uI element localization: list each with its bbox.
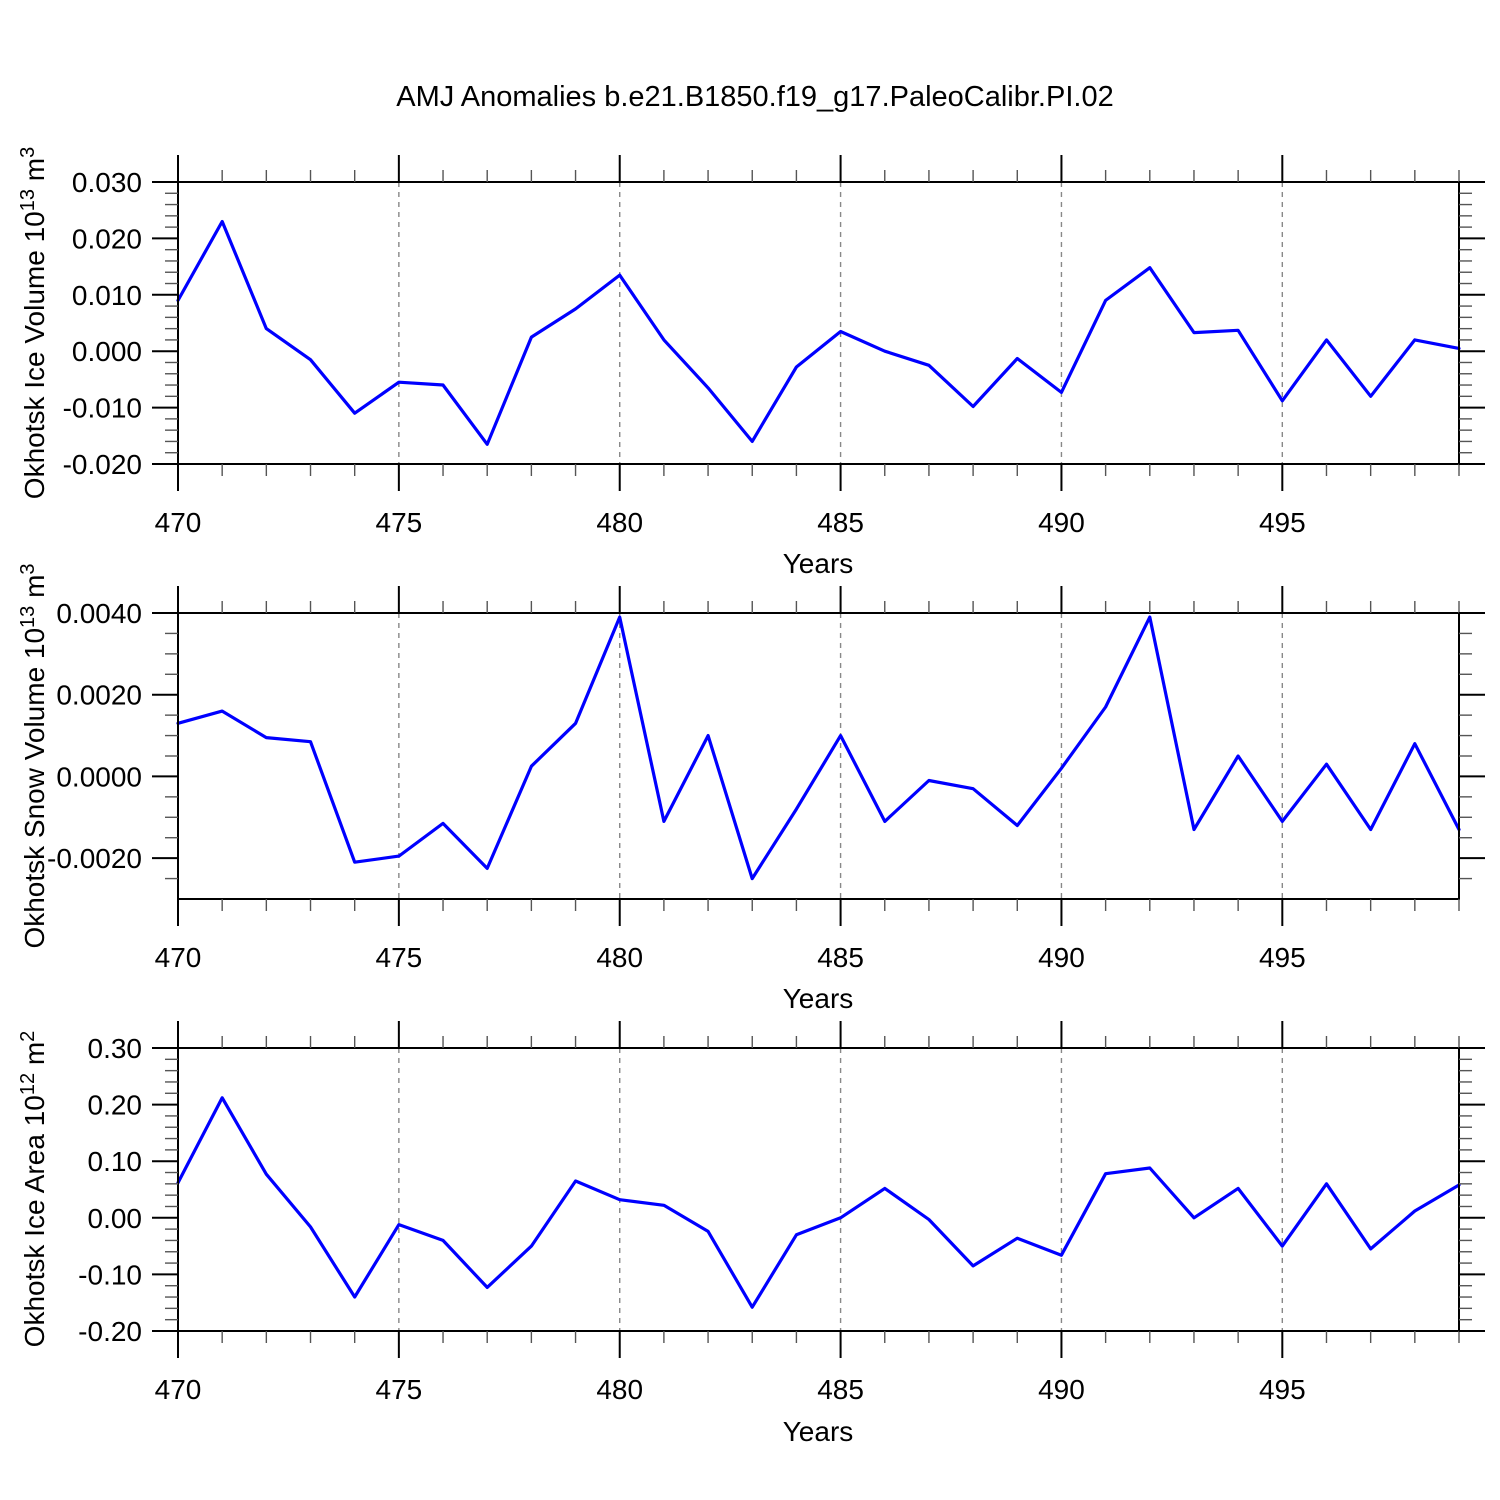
x-tick-label: 480 [596,1374,643,1405]
y-tick-label: 0.20 [88,1090,143,1121]
x-tick-label: 495 [1259,942,1306,973]
series-line [176,1096,1461,1309]
panel-2-xlabel: Years [783,1416,854,1447]
panel-2-ylabel: Okhotsk Ice Area 1012 m2 [17,1031,50,1348]
panel-0-xlabel: Years [783,548,854,579]
panel-1-ylabel: Okhotsk Snow Volume 1013 m3 [17,563,50,948]
y-tick-label: -0.10 [78,1259,142,1290]
y-tick-label: -0.020 [63,449,142,480]
x-tick-label: 490 [1038,507,1085,538]
panel-1-plot: 0.0040 0.0020 0.0000 -0.0020 470 475 480 485 490… [47,586,1485,973]
panel-0-ylabel: Okhotsk Ice Volume 1013 m3 [17,147,50,499]
x-tick-label: 470 [155,507,202,538]
panel-2-plot: 0.30 0.20 0.10 0.00 -0.10 -0.20 470 475 480 485 49… [78,1021,1485,1405]
panel-1-ylabel-unit: m [19,575,50,606]
panel-1-ylabel-main: Okhotsk Snow Volume 10 [19,628,50,949]
x-tick-label: 480 [596,507,643,538]
plot-frame [177,181,1460,465]
panel-2-ylabel-exponent: 12 [17,1073,39,1095]
panel-2-ylabel-main: Okhotsk Ice Area 10 [19,1095,50,1347]
panel-1-ylabel-exponent: 13 [17,606,39,628]
panel-2-ylabel-unit-exponent: 2 [17,1031,39,1042]
x-tick-label: 490 [1038,942,1085,973]
panel-0-ylabel-exponent: 13 [17,189,39,211]
y-tick-label: -0.0020 [47,843,142,874]
y-tick-label: 0.000 [72,336,142,367]
plot-frame [177,612,1460,900]
y-tick-label: 0.30 [88,1033,143,1064]
y-tick-label: 0.00 [88,1203,143,1234]
x-tick-label: 475 [376,942,423,973]
x-tick-label: 480 [596,942,643,973]
x-tick-label: 490 [1038,1374,1085,1405]
x-tick-label: 485 [817,507,864,538]
x-tick-label: 470 [155,1374,202,1405]
x-tick-label: 475 [376,507,423,538]
chart-title: AMJ Anomalies b.e21.B1850.f19_g17.PaleoC… [396,81,1113,113]
y-tick-label: -0.20 [78,1316,142,1347]
panel-0-plot: 0.030 0.020 0.010 0.000 -0.010 -0.020 470 475 48… [63,155,1485,538]
y-tick-label: 0.0000 [56,761,142,792]
y-tick-label: -0.010 [63,393,142,424]
series-line [176,219,1461,446]
series-line [176,615,1461,881]
plot-frame [177,1047,1460,1332]
y-tick-label: 0.10 [88,1146,143,1177]
panel-1: 0.0040 0.0020 0.0000 -0.0020 470 475 480 485 490… [17,563,1485,1014]
y-tick-label: 0.010 [72,280,142,311]
x-tick-label: 485 [817,1374,864,1405]
panel-0: 0.030 0.020 0.010 0.000 -0.010 -0.020 470 475 48… [17,147,1485,579]
y-tick-label: 0.0020 [56,680,142,711]
y-tick-label: 0.020 [72,223,142,254]
x-tick-label: 475 [376,1374,423,1405]
panel-1-xlabel: Years [783,983,854,1014]
x-tick-label: 485 [817,942,864,973]
panel-0-ylabel-main: Okhotsk Ice Volume 10 [19,211,50,499]
panel-1-ylabel-unit-exponent: 3 [17,563,39,574]
x-tick-label: 470 [155,942,202,973]
x-tick-label: 495 [1259,1374,1306,1405]
x-tick-label: 495 [1259,507,1306,538]
y-tick-label: 0.0040 [56,598,142,629]
panel-2: 0.30 0.20 0.10 0.00 -0.10 -0.20 470 475 480 485 49… [17,1021,1485,1447]
y-tick-label: 0.030 [72,167,142,198]
panel-2-ylabel-unit: m [19,1042,50,1073]
panel-0-ylabel-unit-exponent: 3 [17,147,39,158]
panel-0-ylabel-unit: m [19,158,50,189]
